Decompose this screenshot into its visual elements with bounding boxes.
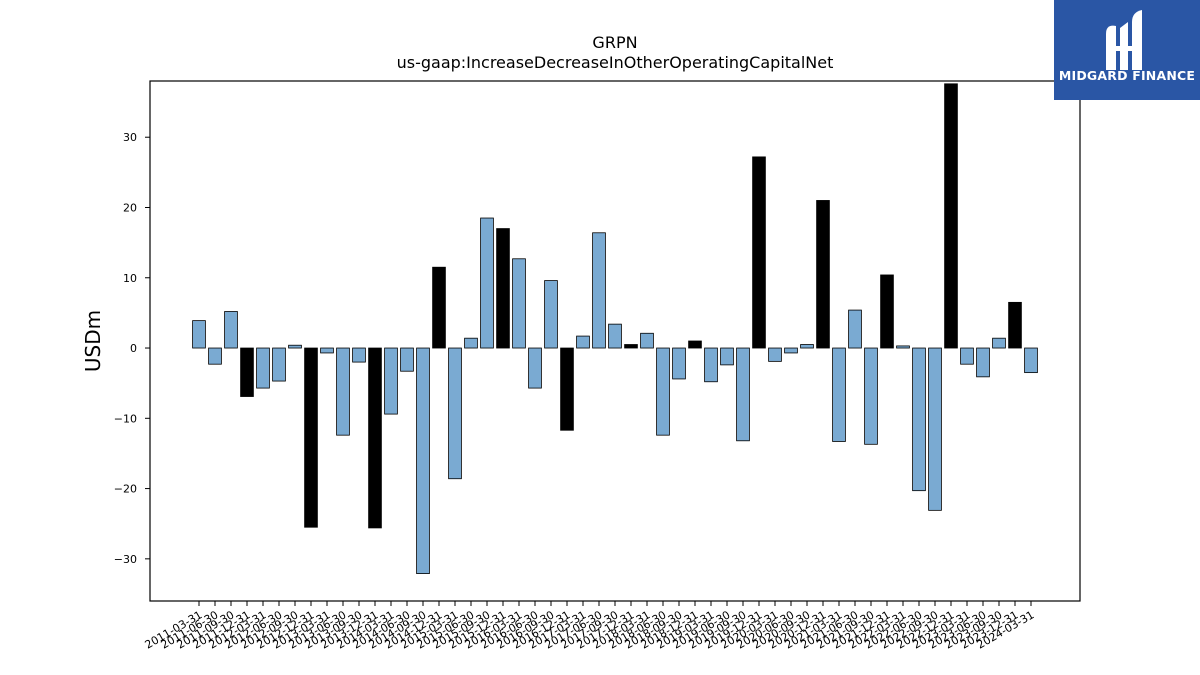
bar-2023-12-31 (1008, 301, 1022, 349)
y-axis-label: USDm (81, 310, 105, 372)
logo-badge: MIDGARD FINANCE (1054, 0, 1200, 100)
bar-2015-09-30 (480, 217, 494, 349)
bar-2015-12-31 (496, 228, 510, 349)
bar-2011-09-30 (224, 311, 238, 349)
y-tick-label: −10 (114, 412, 137, 425)
chart-subtitle: us-gaap:IncreaseDecreaseInOtherOperating… (397, 53, 834, 72)
bar-2022-03-31 (896, 345, 910, 349)
bar-2019-03-31 (704, 347, 718, 383)
bar-2020-03-31 (768, 347, 782, 362)
bar-2018-12-31 (688, 340, 702, 349)
bar-2014-06-30 (400, 347, 414, 372)
bar-2011-12-31 (240, 347, 254, 397)
bar-2017-12-31 (624, 344, 638, 349)
bar-2017-03-31 (576, 335, 590, 349)
x-axis: 2011-03-312011-06-302011-09-302011-12-31… (143, 601, 1037, 652)
y-tick-label: −20 (114, 483, 137, 496)
bar-2015-03-31 (448, 347, 462, 480)
bar-2022-09-30 (928, 347, 942, 511)
bar-2019-09-30 (736, 347, 750, 442)
y-tick-label: 0 (130, 342, 137, 355)
bar-2018-09-30 (672, 347, 686, 380)
bar-2016-09-30 (544, 280, 558, 349)
bar-2018-03-31 (640, 332, 654, 349)
bar-2021-12-31 (880, 274, 894, 349)
bars-group (192, 83, 1038, 575)
y-tick-label: 20 (123, 201, 137, 214)
bar-2013-06-30 (336, 347, 350, 436)
bar-2021-06-30 (848, 309, 862, 349)
bar-2012-12-31 (304, 347, 318, 528)
bar-2016-06-30 (528, 347, 542, 389)
bar-2013-09-30 (352, 347, 366, 363)
bar-2011-03-31 (192, 320, 206, 349)
bar-2017-09-30 (608, 323, 622, 349)
y-tick-label: 10 (123, 272, 137, 285)
bar-2020-12-31 (816, 200, 830, 349)
bar-2014-03-31 (384, 347, 398, 415)
bar-2013-12-31 (368, 347, 382, 529)
bar-2023-09-30 (992, 337, 1006, 349)
y-tick-label: −30 (114, 553, 137, 566)
bar-2018-06-30 (656, 347, 670, 436)
bar-2023-06-30 (976, 347, 990, 378)
bar-2022-12-31 (944, 83, 958, 349)
bar-2024-03-31 (1024, 347, 1038, 374)
bar-2023-03-31 (960, 347, 974, 365)
logo-text: MIDGARD FINANCE (1058, 68, 1196, 83)
midgard-finance-logo-icon (1106, 10, 1142, 70)
bar-2016-03-31 (512, 258, 526, 349)
bar-2017-06-30 (592, 232, 606, 349)
bar-2012-03-31 (256, 347, 270, 389)
chart-title: GRPN (592, 33, 637, 52)
bar-2020-06-30 (784, 347, 798, 354)
bar-2019-06-30 (720, 347, 734, 366)
bar-2014-09-30 (416, 347, 430, 575)
bar-2019-12-31 (752, 156, 766, 349)
bar-2011-06-30 (208, 347, 222, 365)
bar-2022-06-30 (912, 347, 926, 492)
plot-frame (149, 80, 1081, 602)
y-axis: −30 −20 −10 0 10 20 30 (114, 131, 150, 566)
bar-2021-03-31 (832, 347, 846, 442)
bar-2014-12-31 (432, 266, 446, 349)
bar-2016-12-31 (560, 347, 574, 431)
bar-2015-06-30 (464, 337, 478, 349)
bar-2012-09-30 (288, 344, 302, 349)
bar-2013-03-31 (320, 347, 334, 354)
bar-2012-06-30 (272, 347, 286, 382)
y-tick-label: 30 (123, 131, 137, 144)
bar-2021-09-30 (864, 347, 878, 445)
bar-2020-09-30 (800, 344, 814, 349)
